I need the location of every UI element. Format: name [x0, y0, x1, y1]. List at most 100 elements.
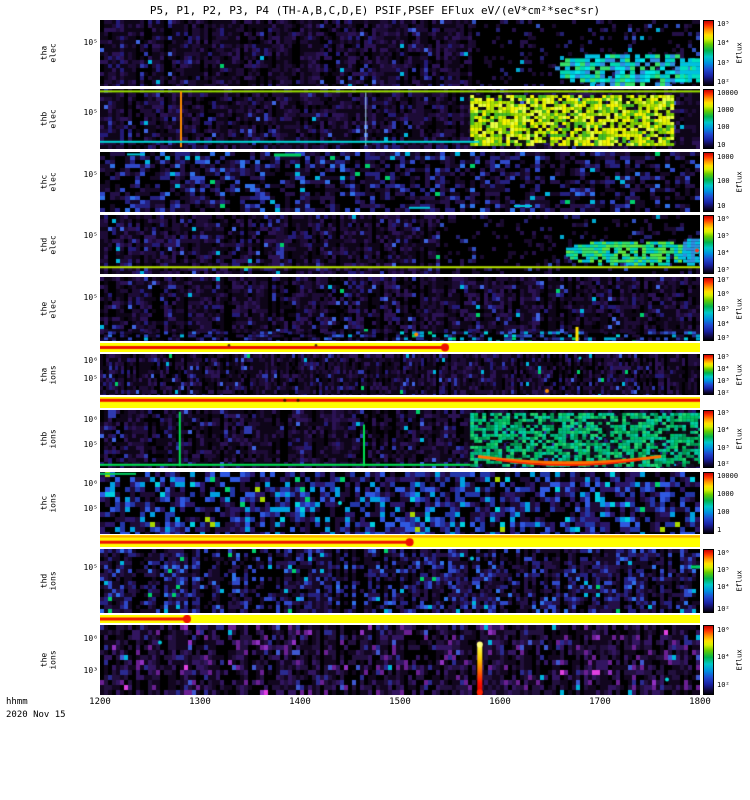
left-axis-thd-ions: thd ions 10⁵	[0, 549, 100, 613]
plot-area-tha-elec	[100, 20, 700, 86]
right-axis-flag-3	[700, 535, 750, 547]
colorbar-tick-the-ions-0: 10⁶	[717, 625, 730, 634]
status-strip-canvas-flag-1	[100, 343, 700, 352]
panel-row-tha-elec: tha elec 10⁵ 10⁵ 10⁴ 10³ 10² Eflux	[0, 20, 750, 86]
colorbar-tick-thb-ions-2: 10³	[717, 443, 730, 452]
colorbar-tick-tha-ions-3: 10²	[717, 388, 730, 397]
colorbar-tick-thb-elec-3: 10	[717, 140, 726, 149]
panel-row-tha-ions: tha ions 10⁶ 10⁵ 10⁵ 10⁴ 10³ 10² Eflux	[0, 352, 750, 397]
panel-label-text-thd-elec: thd elec	[39, 234, 58, 255]
eflux-text-tha-elec: Eflux	[735, 42, 744, 64]
date-row: 2020 Nov 15	[0, 710, 750, 723]
x-axis-unit-label: hhmm	[6, 697, 28, 707]
colorbar-the-ions	[703, 625, 714, 695]
strip-row-flag-4	[0, 615, 750, 623]
colorbar-thd-ions	[703, 549, 714, 613]
plot-area-flag-1	[100, 343, 700, 352]
colorbar-tick-thb-elec-1: 1000	[717, 106, 734, 114]
x-tick-1600: 1600	[489, 697, 511, 707]
colorbar-tick-thd-elec-0: 10⁶	[717, 214, 730, 223]
colorbar-eflux-label-the-elec: Eflux	[733, 277, 746, 341]
colorbar-tick-the-elec-2: 10⁵	[717, 305, 730, 313]
panel-stack: tha elec 10⁵ 10⁵ 10⁴ 10³ 10² Eflux thb elec 10⁵ 1…	[0, 20, 750, 695]
status-strip-canvas-flag-2	[100, 397, 700, 408]
eflux-text-thc-elec: Eflux	[735, 171, 744, 193]
panel-label-tha-elec: tha elec	[34, 20, 64, 86]
left-axis-thd-elec: thd elec 10⁵	[0, 215, 100, 274]
colorbar-tick-thb-elec-2: 100	[717, 123, 730, 132]
colorbar-tick-the-elec-1: 10⁶	[717, 290, 730, 299]
colorbar-tick-tha-ions-0: 10⁵	[717, 352, 730, 361]
colorbar-tick-thc-elec-2: 10	[717, 202, 726, 210]
y-tick-the-elec-0: 10⁵	[83, 293, 98, 303]
plot-area-flag-3	[100, 535, 700, 547]
panel-row-thc-elec: thc elec 10⁵ 1000 100 10 Eflux	[0, 152, 750, 212]
colorbar-tick-tha-elec-1: 10⁴	[717, 39, 730, 48]
plot-area-the-elec	[100, 277, 700, 341]
spectrogram-canvas-the-elec	[100, 277, 700, 341]
y-tick-thc-ions-0: 10⁶	[83, 479, 98, 489]
panel-label-text-thb-ions: thb ions	[39, 429, 58, 449]
spectrogram-canvas-thd-ions	[100, 549, 700, 613]
panel-row-thb-elec: thb elec 10⁵ 10000 1000 100 10	[0, 89, 750, 149]
colorbar-tick-tha-elec-2: 10³	[717, 58, 730, 67]
left-axis-thc-elec: thc elec 10⁵	[0, 152, 100, 212]
colorbar-eflux-label-thb-ions: Eflux	[733, 410, 746, 468]
left-axis-the-elec: the elec 10⁵	[0, 277, 100, 341]
panel-row-thc-ions: thc ions 10⁶ 10⁵ 10000 1000 100 1	[0, 472, 750, 534]
panel-label-thb-ions: thb ions	[34, 410, 64, 468]
panel-label-text-thd-ions: thd ions	[39, 571, 58, 591]
panel-label-thc-elec: thc elec	[34, 152, 64, 212]
panel-label-thb-elec: thb elec	[34, 89, 64, 149]
colorbar-eflux-label-thd-ions: Eflux	[733, 549, 746, 613]
spectrogram-canvas-tha-elec	[100, 20, 700, 86]
right-axis-flag-4	[700, 615, 750, 623]
colorbar-tick-thd-elec-2: 10⁴	[717, 248, 730, 257]
panel-row-thb-ions: thb ions 10⁶ 10⁵ 10⁵ 10⁴ 10³ 10² Eflux	[0, 409, 750, 468]
colorbar-tick-the-ions-1: 10⁴	[717, 652, 730, 661]
panel-label-text-thc-ions: thc ions	[39, 493, 58, 513]
right-axis-the-ions: 10⁶ 10⁴ 10² Eflux	[700, 625, 750, 695]
colorbar-tick-thd-elec-3: 10³	[717, 265, 730, 274]
spectrogram-canvas-thc-elec	[100, 152, 700, 212]
y-tick-tha-ions-1: 10⁵	[83, 373, 98, 383]
colorbar-tick-tha-elec-0: 10⁵	[717, 19, 730, 28]
left-axis-tha-ions: tha ions 10⁶ 10⁵	[0, 354, 100, 395]
y-tick-the-ions-0: 10⁶	[83, 634, 98, 643]
left-axis-flag-4	[0, 615, 100, 623]
panel-label-text-tha-elec: tha elec	[39, 43, 58, 63]
colorbar-tick-thd-ions-2: 10⁴	[717, 583, 730, 592]
y-tick-thd-ions-0: 10⁵	[83, 563, 98, 573]
x-tick-1400: 1400	[289, 697, 311, 707]
y-tick-thc-ions-1: 10⁵	[83, 504, 98, 514]
left-axis-flag-2	[0, 397, 100, 408]
right-axis-tha-ions: 10⁵ 10⁴ 10³ 10² Eflux	[700, 352, 750, 397]
colorbar-tick-thc-ions-0: 10000	[717, 471, 739, 480]
colorbar-tick-thb-ions-0: 10⁵	[717, 409, 730, 418]
x-tick-1300: 1300	[189, 697, 211, 707]
right-axis-thb-elec: 10000 1000 100 10	[700, 89, 750, 149]
right-axis-thd-ions: 10⁶ 10⁵ 10⁴ 10² Eflux	[700, 549, 750, 613]
plot-area-thb-ions	[100, 410, 700, 468]
panel-row-thd-elec: thd elec 10⁵ 10⁶ 10⁵ 10⁴ 10³	[0, 215, 750, 274]
y-tick-the-ions-1: 10³	[83, 665, 98, 675]
strip-row-flag-1	[0, 343, 750, 352]
colorbar-tick-thb-elec-0: 10000	[717, 88, 739, 97]
colorbar-tick-tha-elec-3: 10²	[717, 78, 730, 87]
panel-label-the-ions: the ions	[34, 625, 64, 695]
eflux-text-tha-ions: Eflux	[735, 363, 744, 386]
colorbar-thd-elec	[703, 215, 714, 274]
colorbar-tick-thc-ions-2: 100	[717, 507, 730, 516]
right-axis-tha-elec: 10⁵ 10⁴ 10³ 10² Eflux	[700, 20, 750, 86]
colorbar-tick-thc-elec-0: 1000	[717, 152, 734, 161]
plot-area-flag-2	[100, 397, 700, 408]
plot-area-the-ions	[100, 625, 700, 695]
right-axis-flag-2	[700, 397, 750, 408]
panel-label-text-thb-elec: thb elec	[39, 109, 58, 129]
colorbar-eflux-label-thc-elec: Eflux	[733, 152, 746, 212]
plot-area-thc-elec	[100, 152, 700, 212]
panel-label-text-the-ions: the ions	[39, 650, 58, 670]
panel-row-the-ions: the ions 10⁶ 10³ 10⁶ 10⁴ 10² Eflux	[0, 625, 750, 695]
left-axis-thc-ions: thc ions 10⁶ 10⁵	[0, 472, 100, 534]
right-axis-flag-1	[700, 343, 750, 352]
